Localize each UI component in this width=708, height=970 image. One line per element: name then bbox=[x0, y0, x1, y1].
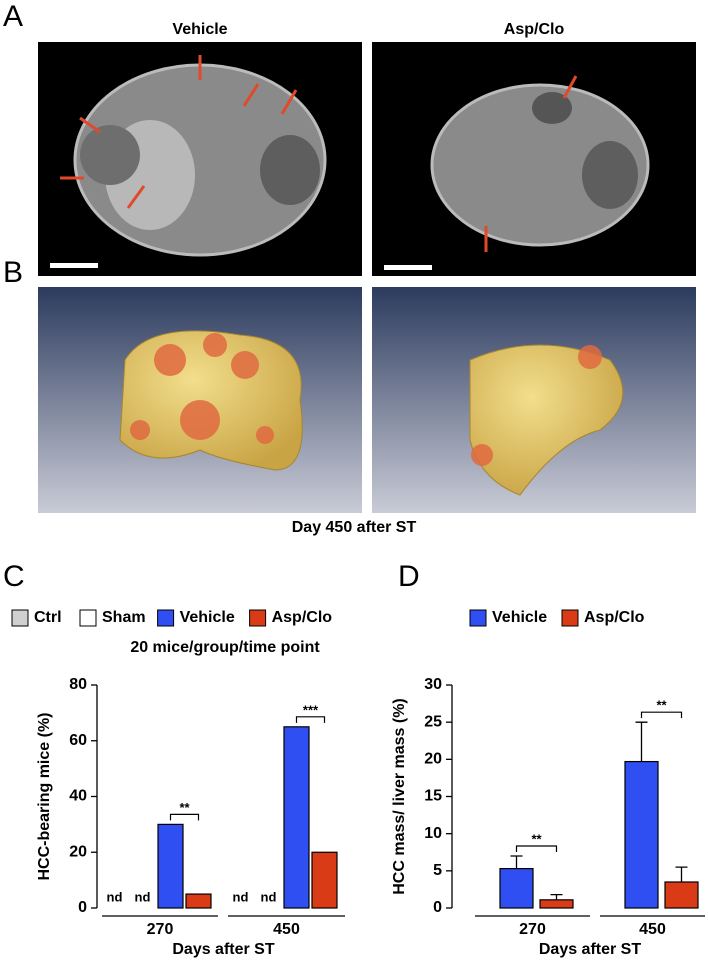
y-tick-label: 15 bbox=[424, 788, 442, 805]
x-tick-label: 270 bbox=[147, 921, 174, 938]
3d-render bbox=[372, 287, 696, 513]
panel-label: D bbox=[398, 560, 420, 593]
y-tick-label: 80 bbox=[69, 676, 87, 693]
x-axis-label: Days after ST bbox=[539, 941, 641, 958]
significance-bracket bbox=[515, 845, 558, 852]
significance-bracket bbox=[295, 716, 326, 723]
bar bbox=[539, 899, 574, 909]
y-axis-label: HCC mass/ liver mass (%) bbox=[391, 698, 408, 895]
mri-image bbox=[38, 42, 362, 276]
mri-image bbox=[372, 42, 696, 276]
value-label: nd bbox=[233, 889, 249, 904]
y-tick-label: 40 bbox=[69, 788, 87, 805]
subtitle: 20 mice/group/time point bbox=[130, 639, 320, 656]
value-label: nd bbox=[135, 889, 151, 904]
3d-render bbox=[38, 287, 362, 513]
panel-label: A bbox=[3, 0, 23, 33]
legend-label: Vehicle bbox=[180, 609, 235, 626]
x-tick-label: 270 bbox=[519, 921, 546, 938]
panel-label: C bbox=[3, 560, 25, 593]
y-tick-label: 0 bbox=[433, 899, 442, 916]
error-bar bbox=[675, 866, 688, 882]
y-tick-label: 25 bbox=[424, 713, 442, 730]
significance-bracket bbox=[640, 711, 683, 719]
y-tick-label: 20 bbox=[69, 843, 87, 860]
bar bbox=[283, 726, 310, 909]
legend-swatch bbox=[561, 609, 579, 627]
significance-label: ** bbox=[179, 800, 190, 815]
x-tick-label: 450 bbox=[273, 921, 300, 938]
y-tick-label: 60 bbox=[69, 732, 87, 749]
image-title: Vehicle bbox=[172, 21, 227, 38]
x-axis-label: Days after ST bbox=[172, 941, 274, 958]
legend-label: Asp/Clo bbox=[584, 609, 645, 626]
legend-label: Vehicle bbox=[492, 609, 547, 626]
legend-swatch bbox=[11, 609, 29, 627]
y-tick-label: 30 bbox=[424, 676, 442, 693]
error-bar bbox=[550, 893, 563, 900]
caption: Day 450 after ST bbox=[292, 519, 417, 536]
bar bbox=[157, 823, 184, 909]
value-label: nd bbox=[107, 889, 123, 904]
y-tick-label: 10 bbox=[424, 825, 442, 842]
y-tick-label: 20 bbox=[424, 751, 442, 768]
bar bbox=[185, 893, 212, 909]
image-title: Asp/Clo bbox=[504, 21, 565, 38]
legend-label: Ctrl bbox=[34, 609, 62, 626]
bar bbox=[624, 760, 659, 909]
x-tick-label: 450 bbox=[639, 921, 666, 938]
value-label: nd bbox=[261, 889, 277, 904]
legend-swatch bbox=[157, 609, 175, 627]
legend-swatch bbox=[469, 609, 487, 627]
significance-label: *** bbox=[303, 702, 319, 717]
y-tick-label: 0 bbox=[78, 899, 87, 916]
legend-label: Asp/Clo bbox=[272, 609, 333, 626]
legend-swatch bbox=[79, 609, 97, 627]
bar bbox=[499, 868, 534, 909]
bar bbox=[311, 851, 338, 909]
error-bar bbox=[635, 721, 648, 762]
error-bar bbox=[510, 855, 523, 869]
significance-bracket bbox=[169, 813, 200, 821]
y-axis-label: HCC-bearing mice (%) bbox=[36, 712, 53, 880]
y-tick-label: 5 bbox=[433, 862, 442, 879]
legend-swatch bbox=[249, 609, 267, 627]
significance-label: ** bbox=[531, 831, 542, 846]
legend-label: Sham bbox=[102, 609, 146, 626]
bar bbox=[664, 881, 699, 909]
significance-label: ** bbox=[656, 698, 667, 713]
panel-label: B bbox=[3, 256, 23, 289]
